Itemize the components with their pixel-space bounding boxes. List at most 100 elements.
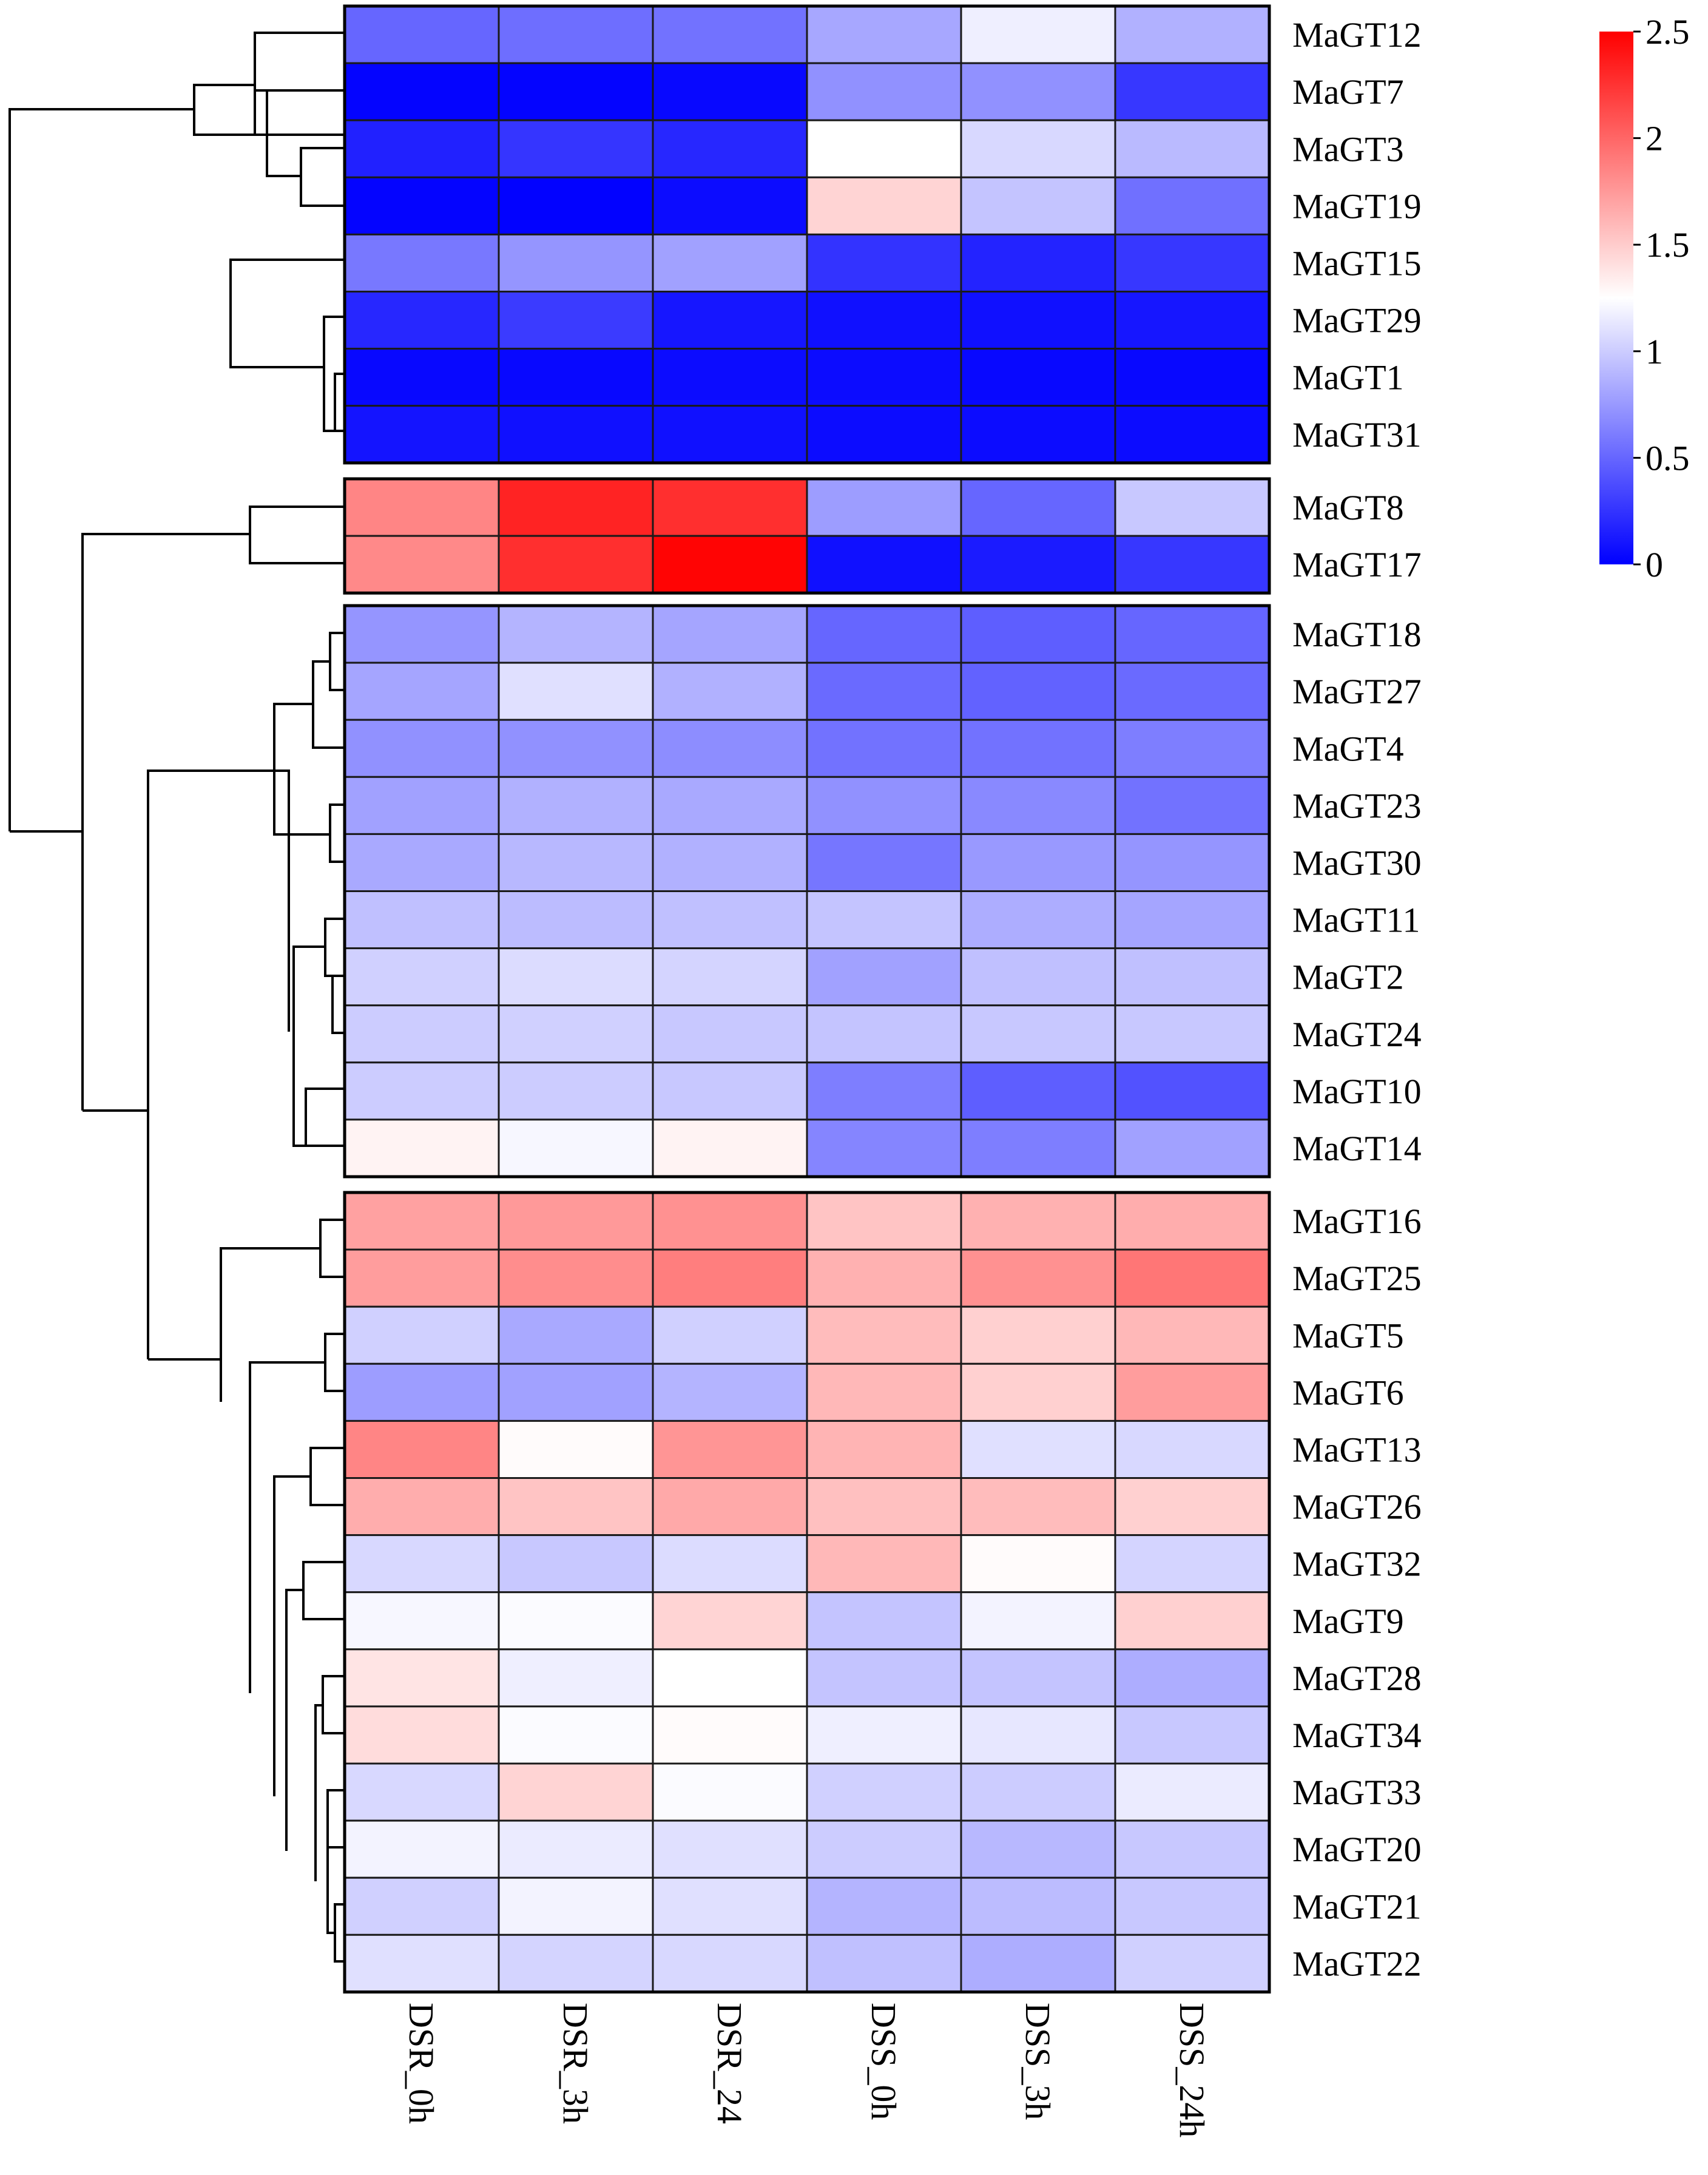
heatmap-cell — [343, 833, 500, 893]
heatmap-cell — [652, 119, 808, 178]
heatmap-cell — [1114, 833, 1271, 893]
heatmap-cell — [960, 890, 1116, 950]
row-label: MaGT32 — [1292, 1544, 1422, 1584]
heatmap-cell — [806, 535, 962, 594]
heatmap-cell — [343, 405, 500, 464]
heatmap-cell — [343, 1004, 500, 1064]
row-label: MaGT31 — [1292, 415, 1422, 455]
heatmap-cell — [343, 1248, 500, 1308]
row-label: MaGT28 — [1292, 1659, 1422, 1698]
heatmap-cell — [652, 1248, 808, 1308]
heatmap-cell — [343, 348, 500, 407]
heatmap-cell — [652, 1705, 808, 1765]
heatmap-cell — [1114, 535, 1271, 594]
heatmap-cell — [498, 1305, 654, 1365]
heatmap-cell — [806, 62, 962, 121]
heatmap-cell — [652, 1933, 808, 1993]
heatmap-cell — [960, 1118, 1116, 1178]
heatmap-cell — [806, 1648, 962, 1708]
row-label: MaGT17 — [1292, 545, 1422, 584]
heatmap-cell — [343, 890, 500, 950]
heatmap-cell — [1114, 1762, 1271, 1822]
heatmap-cell — [343, 176, 500, 235]
heatmap-cell — [652, 5, 808, 64]
heatmap-cell — [1114, 947, 1271, 1007]
heatmap-cell — [498, 661, 654, 721]
row-label: MaGT30 — [1292, 843, 1422, 882]
heatmap-cell — [498, 1876, 654, 1936]
group-border — [343, 604, 1271, 1179]
row-label: MaGT7 — [1292, 72, 1404, 112]
heatmap-cell — [652, 1305, 808, 1365]
heatmap-cell — [498, 1419, 654, 1479]
heatmap-cell — [498, 1362, 654, 1422]
colorbar-tick-label: 0.5 — [1646, 438, 1690, 478]
heatmap-cell — [960, 1534, 1116, 1594]
heatmap-cell — [498, 833, 654, 893]
heatmap-cell — [806, 776, 962, 835]
heatmap-cell — [1114, 890, 1271, 950]
heatmap-cell — [652, 890, 808, 950]
heatmap-cell — [960, 719, 1116, 778]
heatmap-cell — [498, 1118, 654, 1178]
heatmap-cell — [1114, 1004, 1271, 1064]
heatmap-cell — [343, 1477, 500, 1537]
heatmap-cell — [343, 1876, 500, 1936]
heatmap-cell — [806, 1933, 962, 1993]
heatmap-cell — [806, 348, 962, 407]
heatmap-cell — [960, 1362, 1116, 1422]
row-label: MaGT20 — [1292, 1830, 1422, 1869]
heatmap-cell — [343, 291, 500, 350]
row-label: MaGT18 — [1292, 615, 1422, 654]
heatmap-cell — [1114, 348, 1271, 407]
row-label: MaGT15 — [1292, 243, 1422, 283]
colorbar-gradient — [1599, 32, 1633, 564]
heatmap-cell — [1114, 1061, 1271, 1121]
heatmap-cell — [1114, 1118, 1271, 1178]
heatmap-cell — [498, 1648, 654, 1708]
heatmap-cell — [652, 1061, 808, 1121]
heatmap-cell — [1114, 1819, 1271, 1879]
heatmap-cell — [960, 1705, 1116, 1765]
heatmap-cell — [1114, 1477, 1271, 1537]
heatmap-cell — [960, 1762, 1116, 1822]
heatmap-cell — [960, 1876, 1116, 1936]
heatmap-cell — [806, 1248, 962, 1308]
row-dendrogram — [8, 32, 345, 1963]
heatmap-cell — [652, 1591, 808, 1651]
heatmap-cell — [343, 1362, 500, 1422]
colorbar-tick-label: 1.5 — [1646, 225, 1690, 265]
heatmap-cell — [652, 1648, 808, 1708]
heatmap-cell — [343, 1191, 500, 1251]
heatmap-cell — [652, 1362, 808, 1422]
heatmap-cell — [1114, 776, 1271, 835]
heatmap-cell — [1114, 176, 1271, 235]
heatmap-cell — [806, 890, 962, 950]
group-borders — [343, 4, 1271, 1994]
heatmap-cell — [806, 119, 962, 178]
heatmap-cell — [498, 1819, 654, 1879]
heatmap-cell — [806, 604, 962, 664]
heatmap-cell — [652, 776, 808, 835]
row-label: MaGT29 — [1292, 301, 1422, 340]
heatmap-cell — [498, 348, 654, 407]
heatmap-cell — [960, 535, 1116, 594]
heatmap-cell — [652, 719, 808, 778]
heatmap-cell — [498, 1591, 654, 1651]
heatmap-cell — [343, 776, 500, 835]
heatmap-cell — [960, 1591, 1116, 1651]
row-labels: MaGT12 MaGT7 MaGT3 MaGT19 MaGT15 MaGT29 MaGT1 M… — [1292, 15, 1422, 1983]
heatmap-cell — [1114, 1933, 1271, 1993]
column-label: DSS_0h — [864, 2003, 903, 2120]
heatmap-cell — [652, 1004, 808, 1064]
heatmap-cell — [806, 1819, 962, 1879]
heatmap-cell — [960, 119, 1116, 178]
heatmap-cell — [806, 291, 962, 350]
heatmap-cell — [343, 1648, 500, 1708]
heatmap-cell — [498, 405, 654, 464]
heatmap-cell — [1114, 119, 1271, 178]
heatmap-cell — [806, 1762, 962, 1822]
row-label: MaGT19 — [1292, 186, 1422, 226]
heatmap-cell — [652, 62, 808, 121]
heatmap-cell — [1114, 719, 1271, 778]
